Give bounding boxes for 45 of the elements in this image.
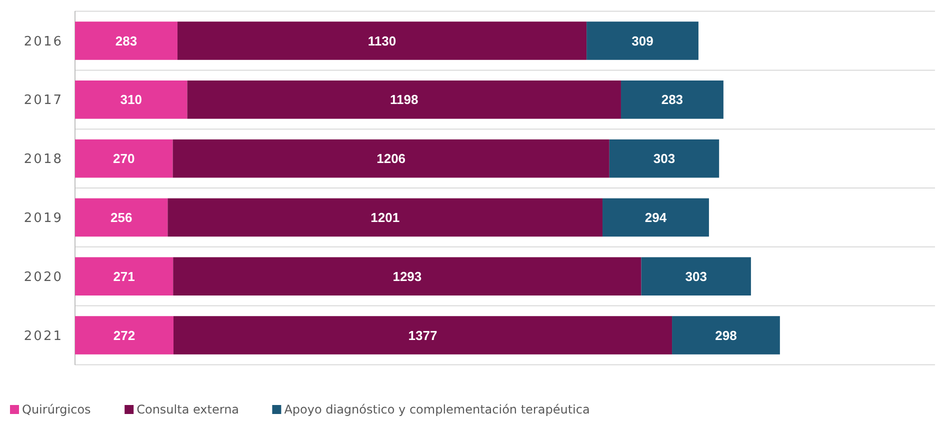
data-label: 283	[661, 92, 684, 108]
bar	[620, 80, 724, 119]
data-label: 1201	[370, 210, 400, 225]
bar	[173, 257, 642, 296]
bar	[672, 316, 780, 354]
data-label: 271	[113, 268, 135, 284]
data-label: 283	[115, 33, 138, 48]
data-label: 256	[110, 210, 132, 225]
data-label: 310	[120, 92, 142, 108]
bar	[75, 139, 173, 178]
y-tick-label: 2017	[24, 93, 63, 108]
bar	[75, 198, 168, 237]
data-label: 294	[644, 210, 668, 225]
legend-label: Quirúrgicos	[22, 402, 91, 416]
data-label: 309	[632, 33, 654, 48]
bar	[187, 80, 621, 119]
bar	[602, 198, 709, 237]
data-label: 1198	[390, 92, 418, 108]
y-tick-label: 2020	[24, 270, 63, 285]
bar	[177, 22, 587, 60]
y-tick-label: 2019	[24, 211, 63, 226]
bar	[586, 22, 698, 60]
data-label: 1293	[392, 268, 422, 284]
bar	[172, 139, 610, 178]
data-label: 298	[715, 328, 737, 343]
bar	[641, 257, 751, 296]
y-tick-label: 2021	[24, 328, 63, 344]
bar	[168, 198, 603, 237]
bar	[75, 80, 188, 119]
y-tick-label: 2018	[24, 152, 63, 168]
legend-label: Apoyo diagnóstico y complementación terapéutica	[284, 402, 590, 416]
y-tick-label: 2016	[24, 34, 63, 50]
data-label: 303	[653, 151, 676, 166]
bar	[75, 22, 178, 60]
legend-label: Consulta externa	[136, 402, 240, 416]
data-label: 270	[113, 151, 135, 166]
data-label: 303	[685, 268, 707, 284]
bar	[173, 316, 672, 354]
data-label: 272	[113, 328, 136, 343]
bar	[75, 257, 174, 296]
data-label: 1130	[368, 33, 396, 48]
data-label: 1206	[376, 151, 406, 166]
bar	[609, 139, 720, 178]
data-label: 1377	[408, 328, 438, 343]
bar	[75, 316, 174, 354]
